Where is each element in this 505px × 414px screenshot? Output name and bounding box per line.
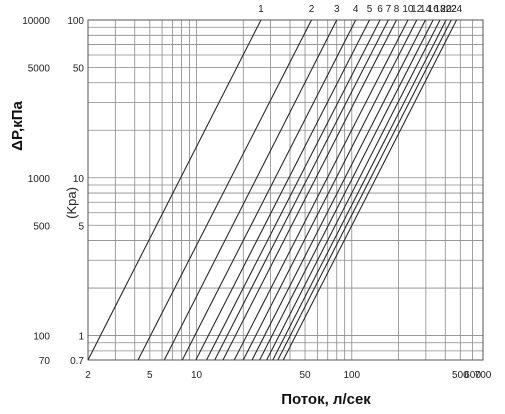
x-tick-label: 700 [475,370,492,381]
curve-1 [87,19,262,361]
curve-18 [266,19,441,361]
curve-label-18: 18 [434,4,446,15]
y-tick-label-inner: 1 [78,332,84,343]
y-tick-label-left: 70 [39,356,51,367]
y-tick-label-left: 1000 [28,174,51,185]
x-tick-label: 600 [464,370,481,381]
curve-7 [214,19,389,361]
curve-22 [277,19,452,361]
curve-label-24: 24 [451,4,463,15]
curve-label-6: 6 [377,4,383,15]
y-axis-title: ΔP,кПа [9,101,26,151]
curve-5 [195,19,370,361]
y-tick-label-left: 100 [33,332,50,343]
y-tick-label-inner: 100 [67,16,84,27]
curve-8 [222,19,397,361]
curve-label-14: 14 [420,4,432,15]
y-tick-label-left: 10000 [22,16,50,27]
y-tick-label-inner: 5 [78,221,84,232]
curve-12 [242,19,418,361]
x-tick-label: 500 [452,370,469,381]
curve-10 [233,19,409,361]
x-tick-label: 50 [299,370,311,381]
x-tick-label: 5 [147,370,153,381]
curve-16 [259,19,434,361]
y-tick-label-left: 500 [33,221,50,232]
curve-24 [282,19,458,361]
x-axis-title: Поток, л/сек [281,391,371,408]
y-tick-label-left: 5000 [28,63,51,74]
curve-label-3: 3 [334,4,340,15]
y-tick-label-inner: 0.7 [70,356,84,367]
curve-2 [137,19,312,361]
y-axis-secondary-title: (Kpa) [64,187,79,219]
curve-label-2: 2 [309,4,315,15]
y-tick-label-inner: 50 [73,63,85,74]
curve-label-5: 5 [367,4,373,15]
curve-6 [206,19,381,361]
x-tick-label: 100 [343,370,360,381]
curve-14 [251,19,426,361]
curve-label-22: 22 [446,4,458,15]
plot-frame [87,19,484,361]
curve-label-16: 16 [428,4,440,15]
curve-label-7: 7 [386,4,392,15]
curve-label-20: 20 [441,4,453,15]
y-tick-label-inner: 10 [73,174,85,185]
curve-label-1: 1 [258,4,264,15]
x-tick-label: 10 [191,370,203,381]
curve-3 [163,19,338,361]
curve-label-4: 4 [353,4,359,15]
curve-label-8: 8 [394,4,400,15]
grid [87,19,484,361]
curve-4 [181,19,357,361]
curve-label-10: 10 [402,4,414,15]
curve-20 [272,19,447,361]
curve-label-12: 12 [411,4,423,15]
curves [87,19,458,361]
x-tick-label: 2 [85,370,91,381]
